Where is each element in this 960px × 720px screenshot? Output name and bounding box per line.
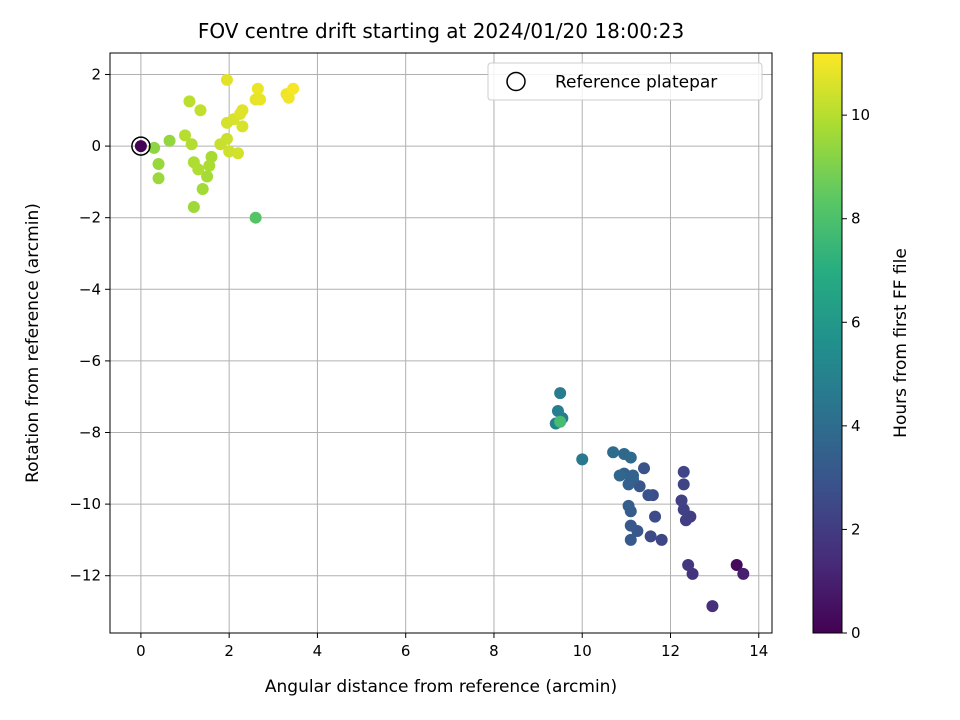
data-point — [737, 567, 750, 580]
y-tick-label: 0 — [91, 137, 101, 155]
grid — [110, 53, 772, 633]
y-tick-label: −2 — [79, 209, 101, 227]
x-tick-label: 10 — [573, 642, 592, 660]
data-point — [576, 453, 589, 466]
data-point — [624, 451, 637, 464]
x-tick-label: 8 — [489, 642, 499, 660]
scatter-points — [134, 73, 750, 613]
data-point — [231, 147, 244, 160]
data-point — [152, 157, 165, 170]
data-point — [642, 489, 655, 502]
colorbar-label: Hours from first FF file — [891, 248, 911, 438]
data-point — [706, 600, 719, 613]
data-point — [148, 141, 161, 154]
data-point — [649, 510, 662, 523]
colorbar-tick-label: 0 — [851, 624, 861, 642]
legend: Reference platepar — [487, 62, 763, 101]
data-point — [686, 567, 699, 580]
data-point — [682, 558, 695, 571]
y-axis-ticks: 2 0 −2 −4 −6 −8 −10 −12 — [69, 65, 110, 585]
reference-marker — [131, 136, 151, 156]
y-tick-label: −10 — [69, 495, 101, 513]
data-point — [613, 469, 626, 482]
y-axis-label: Rotation from reference (arcmin) — [23, 203, 43, 483]
data-point — [201, 170, 214, 183]
data-point — [622, 499, 635, 512]
data-point — [551, 405, 564, 418]
data-point — [554, 387, 567, 400]
data-point — [249, 211, 262, 224]
data-point — [624, 519, 637, 532]
data-point — [638, 462, 651, 475]
y-tick-label: −8 — [79, 424, 101, 442]
data-point — [677, 465, 690, 478]
x-tick-label: 6 — [401, 642, 411, 660]
data-point — [196, 183, 209, 196]
data-point — [282, 91, 295, 104]
colorbar: 0 2 4 6 8 10 Hours from first FF file — [812, 52, 911, 642]
x-tick-label: 12 — [661, 642, 680, 660]
plot-area: 0 2 4 6 8 10 12 14 2 0 −2 −4 −6 −8 −10 −12 — [69, 52, 773, 660]
data-point — [203, 159, 216, 172]
data-point — [730, 558, 743, 571]
data-point — [163, 134, 176, 147]
data-point — [622, 478, 635, 491]
data-point — [179, 129, 192, 142]
x-tick-label: 4 — [313, 642, 323, 660]
data-point — [192, 163, 205, 176]
data-point — [287, 82, 300, 95]
chart-title: FOV centre drift starting at 2024/01/20 … — [198, 19, 684, 43]
y-tick-label: 2 — [91, 65, 101, 83]
data-point — [236, 120, 249, 133]
x-tick-label: 14 — [749, 642, 768, 660]
x-axis-ticks: 0 2 4 6 8 10 12 14 — [136, 633, 768, 660]
colorbar-tick-label: 8 — [851, 210, 861, 228]
legend-entry-reference-platepar: Reference platepar — [555, 73, 717, 93]
colorbar-tick-label: 10 — [851, 106, 870, 124]
colorbar-tick-label: 4 — [851, 417, 861, 435]
plot-frame — [109, 52, 773, 634]
y-tick-label: −6 — [79, 352, 101, 370]
data-point — [677, 478, 690, 491]
data-point — [134, 140, 147, 153]
data-point — [205, 150, 218, 163]
data-point — [624, 533, 637, 546]
data-point — [220, 73, 233, 86]
data-point — [254, 93, 267, 106]
data-point — [185, 138, 198, 151]
data-point — [554, 415, 567, 428]
legend-box — [487, 62, 763, 101]
x-tick-label: 2 — [224, 642, 234, 660]
data-point — [677, 503, 690, 516]
plot-background — [110, 53, 772, 633]
colorbar-tick-label: 6 — [851, 313, 861, 331]
data-point — [251, 82, 264, 95]
data-point — [236, 104, 249, 117]
data-point — [644, 530, 657, 543]
colorbar-gradient — [812, 52, 843, 634]
data-point — [194, 104, 207, 117]
colorbar-ticks: 0 2 4 6 8 10 — [842, 106, 870, 642]
data-point — [679, 514, 692, 527]
data-point — [675, 494, 688, 507]
colorbar-tick-label: 2 — [851, 520, 861, 538]
x-axis-label: Angular distance from reference (arcmin) — [265, 677, 617, 697]
y-tick-label: −12 — [69, 567, 101, 585]
data-point — [220, 132, 233, 145]
data-point — [187, 200, 200, 213]
data-point — [607, 446, 620, 459]
x-tick-label: 0 — [136, 642, 146, 660]
data-point — [655, 533, 668, 546]
legend-reference-marker — [506, 71, 526, 92]
y-tick-label: −4 — [79, 280, 101, 298]
data-point — [152, 172, 165, 185]
data-point — [183, 95, 196, 108]
reference-platepar-marker — [131, 136, 151, 156]
